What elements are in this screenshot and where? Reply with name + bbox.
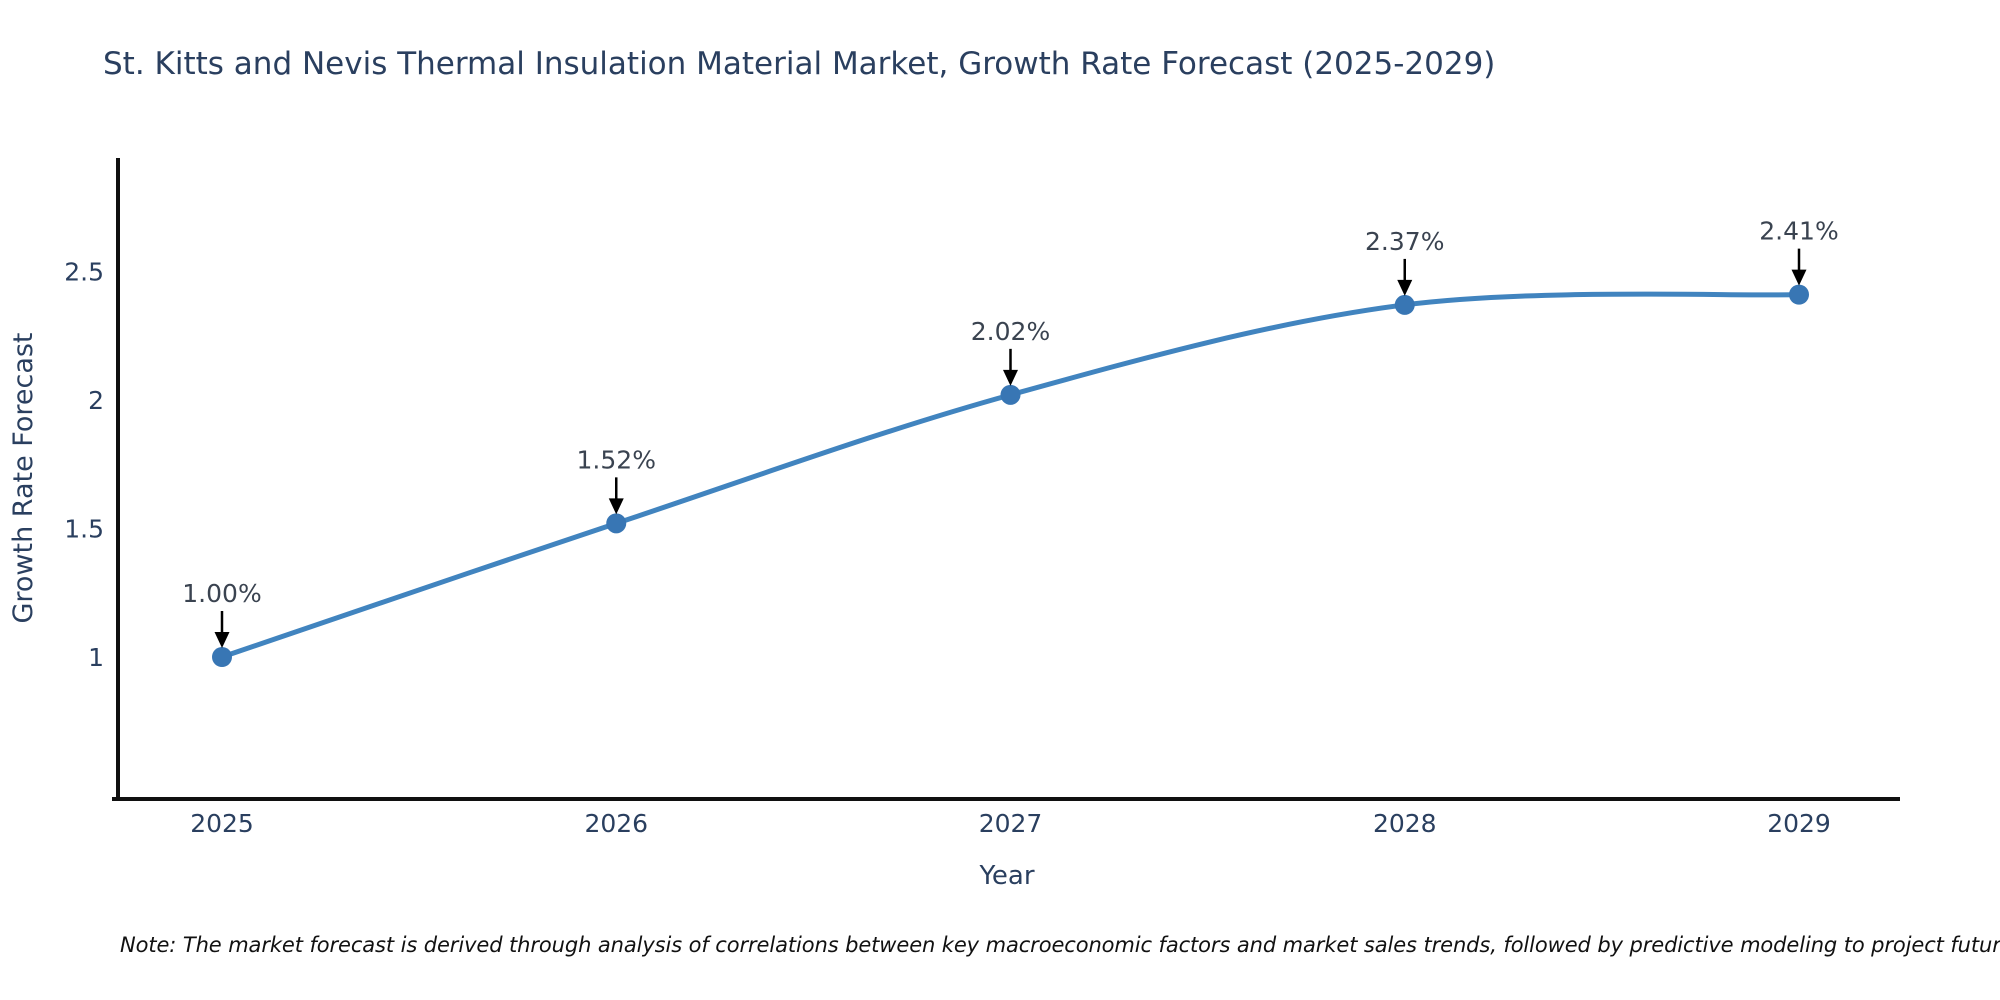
- y-tick-label: 2.5: [64, 258, 104, 287]
- data-point-label: 2.41%: [1759, 217, 1838, 246]
- chart-footnote: Note: The market forecast is derived thr…: [120, 933, 2000, 957]
- data-point-label: 2.37%: [1365, 227, 1444, 256]
- data-point-label: 2.02%: [971, 317, 1050, 346]
- annotation-arrow-head: [608, 498, 624, 515]
- x-tick-label: 2027: [979, 809, 1043, 838]
- y-axis-title: Growth Rate Forecast: [8, 332, 39, 623]
- chart-title: St. Kitts and Nevis Thermal Insulation M…: [103, 46, 1496, 82]
- x-axis-title: Year: [978, 861, 1034, 891]
- forecast-line: [219, 291, 1802, 660]
- x-tick-label: 2028: [1373, 809, 1437, 838]
- annotation-arrow-head: [214, 632, 230, 648]
- y-tick-label: 2: [88, 386, 104, 415]
- data-point-marker: [212, 647, 232, 667]
- data-point-label: 1.52%: [577, 445, 656, 474]
- data-point-label: 1.00%: [182, 579, 261, 608]
- y-tick-label: 1: [88, 643, 104, 672]
- x-tick-label: 2029: [1767, 809, 1831, 838]
- data-point-marker: [1000, 384, 1021, 405]
- x-tick-label: 2025: [190, 809, 254, 838]
- annotation-arrow-head: [1003, 369, 1018, 386]
- annotation-arrow-head: [1397, 279, 1413, 296]
- data-point-marker: [606, 513, 627, 534]
- x-tick-label: 2026: [584, 809, 648, 838]
- y-tick-label: 1.5: [64, 515, 104, 544]
- data-point-marker: [1394, 294, 1415, 315]
- data-point-marker: [1789, 284, 1809, 305]
- annotation-arrow-head: [1791, 269, 1807, 286]
